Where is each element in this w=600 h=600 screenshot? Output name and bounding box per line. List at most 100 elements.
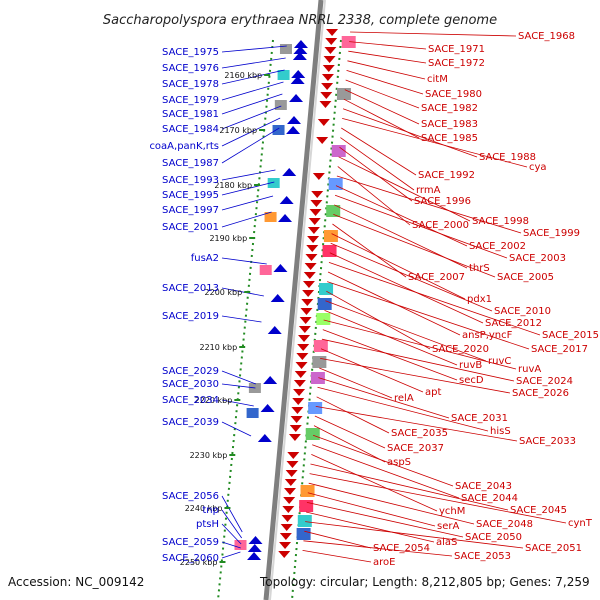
reverse-gene-arrow xyxy=(287,452,300,459)
forward-gene-arrow xyxy=(247,552,262,560)
forward-gene-label: SACE_2001 xyxy=(162,222,219,233)
forward-label-connector xyxy=(221,399,254,407)
reverse-label-connector xyxy=(311,454,438,512)
forward-gene-arrow xyxy=(248,536,263,544)
reverse-label-connector xyxy=(317,386,489,432)
kbp-tick-label: 2170 kbp xyxy=(219,126,257,135)
forward-gene-label: SACE_1987 xyxy=(162,158,219,169)
reverse-gene-arrow xyxy=(317,119,330,126)
forward-gene-label: fusA2 xyxy=(191,253,219,264)
reverse-gene-label: ruvA xyxy=(518,364,541,375)
reverse-gene-label: SACE_2051 xyxy=(525,543,582,554)
reverse-gene-label: relA xyxy=(394,393,414,404)
reverse-label-connector xyxy=(349,41,427,50)
reverse-label-connector xyxy=(327,281,530,350)
reverse-gene-arrow xyxy=(296,353,309,360)
forward-feature-block xyxy=(272,125,285,135)
reverse-gene-arrow xyxy=(311,191,324,198)
reverse-gene-label: SACE_2050 xyxy=(465,532,522,543)
reverse-label-connector xyxy=(330,242,493,312)
reverse-label-connector xyxy=(308,482,475,525)
reverse-feature-block xyxy=(331,145,346,157)
forward-label-connector xyxy=(221,315,262,323)
forward-gene-arrow xyxy=(273,264,288,272)
reverse-gene-label: SACE_1985 xyxy=(421,133,478,144)
reverse-gene-arrow xyxy=(278,551,291,558)
reverse-gene-label: SACE_2020 xyxy=(432,344,489,355)
reverse-gene-label: SACE_1999 xyxy=(523,228,580,239)
reverse-gene-arrow xyxy=(305,254,318,261)
forward-gene-label: SACE_2039 xyxy=(162,417,219,428)
reverse-label-connector xyxy=(334,194,508,259)
reverse-gene-arrow xyxy=(298,326,311,333)
reverse-label-connector xyxy=(318,377,450,419)
reverse-label-connector xyxy=(331,233,466,300)
kbp-ticks: 2160 kbp 2170 kbp 2180 kbp 2190 kbp 2200 kbp… xyxy=(180,71,271,567)
reverse-gene-label: SACE_1968 xyxy=(518,31,575,42)
reverse-gene-arrow xyxy=(322,65,335,72)
forward-gene-label: coaA,panK,rts xyxy=(149,141,219,152)
forward-label-connector xyxy=(221,370,256,385)
reverse-label-connector xyxy=(313,425,386,463)
forward-gene-arrow xyxy=(282,168,297,176)
forward-gene-label: SACE_2060 xyxy=(162,553,219,564)
reverse-gene-label: secD xyxy=(459,375,484,386)
reverse-gene-arrow xyxy=(289,425,302,432)
forward-gene-label: SACE_1981 xyxy=(162,109,219,120)
reverse-gene-arrow xyxy=(280,524,293,531)
reverse-gene-label: SACE_2000 xyxy=(412,220,469,231)
kbp-tick-label: 2160 kbp xyxy=(224,71,262,80)
reverse-gene-arrow xyxy=(302,281,315,288)
reverse-gene-arrow xyxy=(281,515,294,522)
kbp-tick-label: 2240 kbp xyxy=(185,504,223,513)
forward-label-connector xyxy=(221,127,280,164)
reverse-label-connector xyxy=(310,463,509,511)
reverse-label-connector xyxy=(314,415,386,449)
forward-feature-block xyxy=(264,212,277,222)
reverse-gene-label: SACE_2026 xyxy=(512,388,569,399)
reverse-gene-arrow xyxy=(306,245,319,252)
forward-gene-label: SACE_1984 xyxy=(162,124,219,135)
forward-gene-label: ptsH xyxy=(196,519,219,530)
reverse-gene-arrow xyxy=(297,344,310,351)
forward-label-connector xyxy=(221,195,274,211)
reverse-gene-label: SACE_1980 xyxy=(425,89,482,100)
forward-gene-arrow xyxy=(263,376,278,384)
reverse-feature-block xyxy=(328,178,343,190)
reverse-label-connector xyxy=(307,492,436,527)
reverse-gene-arrow xyxy=(286,461,299,468)
forward-label-connector xyxy=(221,541,241,549)
forward-label-connector xyxy=(221,69,285,85)
reverse-gene-arrow xyxy=(290,416,303,423)
forward-gene-arrow xyxy=(293,40,308,48)
reverse-gene-label: aroE xyxy=(373,557,395,568)
forward-label-connector xyxy=(221,421,252,437)
reverse-gene-arrow xyxy=(291,407,304,414)
reverse-gene-label: rrmA xyxy=(416,185,441,196)
reverse-gene-label: SACE_1988 xyxy=(479,152,536,163)
reverse-gene-label: SACE_2048 xyxy=(476,519,533,530)
reverse-gene-label: SACE_1992 xyxy=(418,170,475,181)
forward-gene-label: SACE_2034 xyxy=(162,395,219,406)
reverse-label-connector xyxy=(345,79,420,109)
reverse-gene-label: thrS xyxy=(469,263,490,274)
forward-feature-block xyxy=(267,178,280,188)
reverse-feature-block xyxy=(297,515,312,527)
reverse-label-connector xyxy=(315,406,518,442)
forward-gene-label: SACE_2029 xyxy=(162,366,219,377)
kbp-tick-label: 2180 kbp xyxy=(214,181,252,190)
reverse-gene-arrow xyxy=(324,47,337,54)
reverse-gene-arrow xyxy=(294,371,307,378)
reverse-gene-arrow xyxy=(310,200,323,207)
reverse-label-connector xyxy=(305,521,524,549)
reverse-gene-arrow xyxy=(321,74,334,81)
reverse-feature-block xyxy=(308,402,323,414)
reverse-label-connector xyxy=(325,300,487,362)
kbp-tick-label: 2220 kbp xyxy=(195,396,233,405)
reverse-gene-label: cynT xyxy=(568,518,593,529)
forward-feature-block xyxy=(234,540,247,550)
reverse-gene-label: SACE_2054 xyxy=(373,543,430,554)
reverse-gene-label: citM xyxy=(427,74,448,85)
forward-gene-label: SACE_2059 xyxy=(162,537,219,548)
reverse-gene-arrow xyxy=(288,434,301,441)
